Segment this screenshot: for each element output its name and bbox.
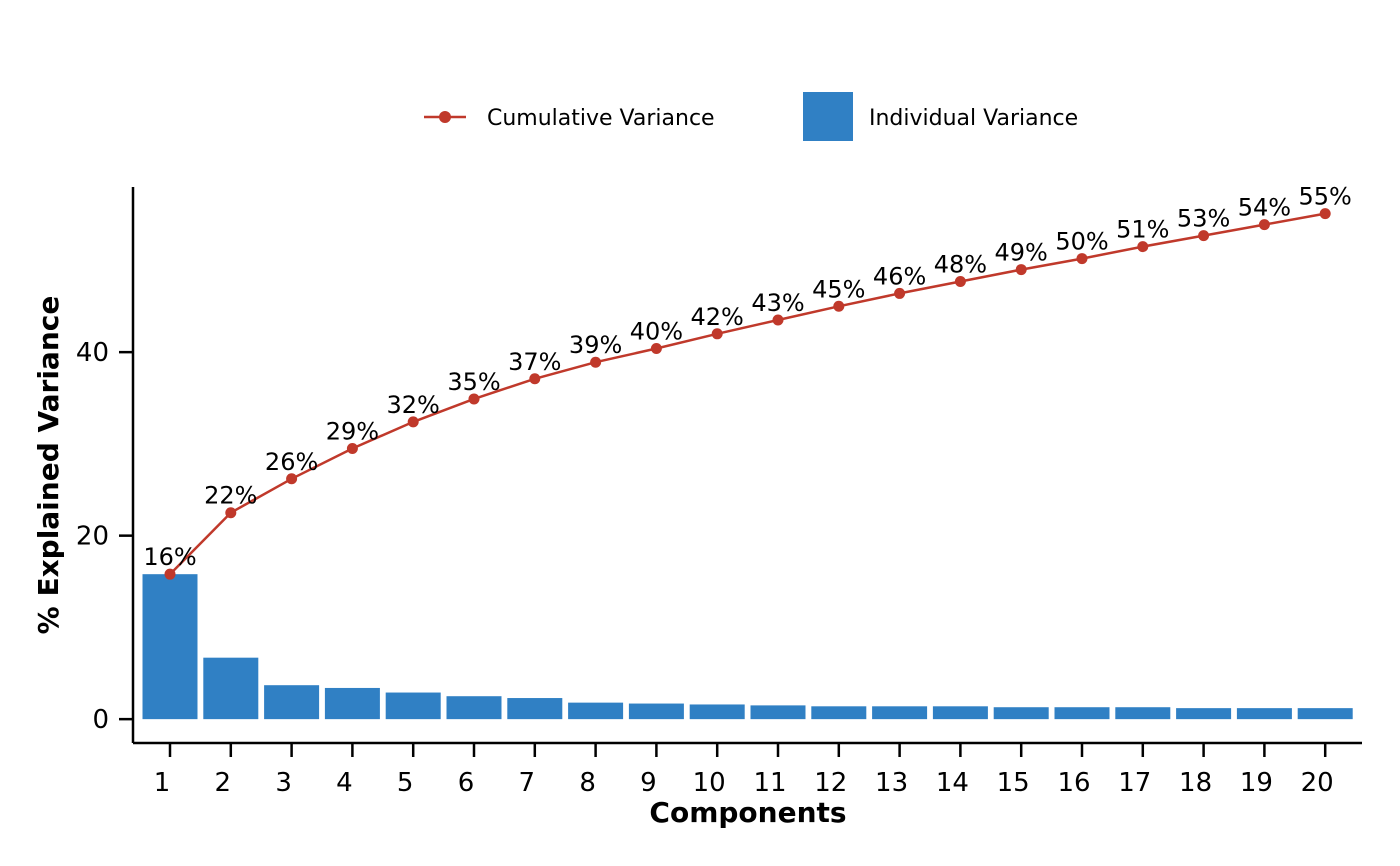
bar-component-18 — [1176, 708, 1232, 720]
y-axis-title: % Explained Variance — [32, 296, 65, 635]
cumulative-variance-line — [169, 212, 1326, 576]
cumulative-label-2: 22% — [204, 482, 257, 510]
cumulative-point-8 — [590, 356, 602, 368]
x-tick-label-16: 16 — [1057, 768, 1090, 798]
cumulative-label-15: 49% — [995, 239, 1048, 267]
cumulative-point-5 — [407, 416, 419, 428]
cumulative-label-9: 40% — [630, 317, 683, 345]
bar-component-15 — [993, 707, 1049, 720]
cumulative-label-10: 42% — [691, 303, 744, 331]
bar-component-16 — [1054, 707, 1110, 720]
cumulative-label-14: 48% — [934, 251, 987, 279]
x-tick-label-13: 13 — [875, 768, 908, 798]
cumulative-point-11 — [772, 314, 784, 326]
bar-component-2 — [203, 657, 259, 720]
bar-component-5 — [385, 692, 441, 720]
bar-component-11 — [750, 705, 806, 720]
cumulative-label-6: 35% — [447, 368, 500, 396]
cumulative-point-19 — [1258, 219, 1270, 231]
x-tick-label-17: 17 — [1118, 768, 1151, 798]
cumulative-point-15 — [1015, 264, 1027, 276]
cumulative-label-4: 29% — [326, 417, 379, 445]
cumulative-line-group: 16% 22% 26% 29% 32%35% 37% 39% 40% 42% 43% 45% 46% 4… — [143, 183, 1352, 580]
cumulative-point-16 — [1076, 253, 1088, 265]
cumulative-label-8: 39% — [569, 331, 622, 359]
cumulative-point-9 — [650, 342, 662, 354]
cumulative-point-4 — [346, 442, 358, 454]
x-tick-label-7: 7 — [519, 768, 536, 798]
cumulative-point-12 — [833, 300, 845, 312]
cumulative-point-14 — [954, 276, 966, 288]
x-tick-label-6: 6 — [458, 768, 475, 798]
bar-component-17 — [1115, 707, 1171, 720]
cumulative-point-1 — [164, 568, 176, 580]
bar-component-1 — [142, 574, 198, 720]
cumulative-point-3 — [286, 473, 298, 485]
x-tick-label-4: 4 — [336, 768, 353, 798]
x-tick-label-20: 20 — [1301, 768, 1334, 798]
x-axis-title: Components — [649, 796, 846, 829]
x-ticks: 1 2 3 4 5 6 7 8 9 10 11 12 13 14 15 16 17 18 19 20 — [154, 743, 1334, 798]
x-tick-label-11: 11 — [753, 768, 786, 798]
x-tick-label-12: 12 — [814, 768, 847, 798]
bar-component-6 — [446, 696, 502, 720]
legend: Cumulative Variance Individual Variance — [424, 92, 1078, 141]
cumulative-point-17 — [1137, 241, 1149, 253]
legend-cumulative-marker-swatch — [439, 111, 451, 123]
cumulative-label-20: 55% — [1299, 183, 1352, 211]
x-tick-label-9: 9 — [640, 768, 657, 798]
x-tick-label-8: 8 — [579, 768, 596, 798]
bar-component-7 — [507, 698, 563, 720]
bar-component-19 — [1236, 708, 1292, 720]
cumulative-label-17: 51% — [1116, 216, 1169, 244]
x-tick-label-2: 2 — [215, 768, 232, 798]
x-tick-label-5: 5 — [397, 768, 414, 798]
x-tick-label-3: 3 — [275, 768, 292, 798]
cumulative-label-5: 32% — [387, 391, 440, 419]
bar-component-20 — [1297, 708, 1353, 720]
y-tick-label-40: 40 — [76, 338, 109, 368]
legend-cumulative-label: Cumulative Variance — [487, 106, 715, 131]
bar-component-14 — [932, 706, 988, 720]
cumulative-point-7 — [529, 373, 541, 385]
x-tick-label-1: 1 — [154, 768, 171, 798]
cumulative-label-3: 26% — [265, 448, 318, 476]
cumulative-point-18 — [1198, 230, 1210, 242]
x-tick-label-15: 15 — [997, 768, 1030, 798]
bar-component-12 — [811, 706, 867, 720]
bar-component-10 — [689, 704, 745, 720]
x-tick-label-10: 10 — [693, 768, 726, 798]
bar-component-3 — [264, 685, 320, 720]
cumulative-label-18: 53% — [1177, 205, 1230, 233]
cumulative-label-19: 54% — [1238, 194, 1291, 222]
cumulative-label-13: 46% — [873, 262, 926, 290]
cumulative-point-10 — [711, 328, 723, 340]
axes — [131, 187, 1362, 745]
bars-group — [142, 574, 1353, 720]
cumulative-point-20 — [1319, 208, 1331, 220]
bar-component-8 — [568, 702, 624, 720]
cumulative-point-6 — [468, 393, 480, 405]
bar-component-9 — [628, 703, 684, 720]
bar-component-13 — [872, 706, 928, 720]
y-tick-label-0: 0 — [92, 705, 109, 735]
cumulative-label-12: 45% — [812, 275, 865, 303]
x-tick-label-14: 14 — [936, 768, 969, 798]
x-tick-label-19: 19 — [1240, 768, 1273, 798]
cumulative-point-2 — [225, 507, 237, 519]
y-ticks: 0 20 40 — [76, 338, 133, 735]
x-tick-label-18: 18 — [1179, 768, 1212, 798]
bar-component-4 — [324, 687, 380, 720]
legend-individual-label: Individual Variance — [869, 106, 1078, 131]
cumulative-label-1: 16% — [143, 543, 196, 571]
cumulative-point-13 — [894, 287, 906, 299]
cumulative-label-11: 43% — [751, 289, 804, 317]
y-tick-label-20: 20 — [76, 522, 109, 552]
cumulative-label-16: 50% — [1055, 228, 1108, 256]
legend-individual-swatch — [803, 92, 853, 141]
cumulative-label-7: 37% — [508, 348, 561, 376]
